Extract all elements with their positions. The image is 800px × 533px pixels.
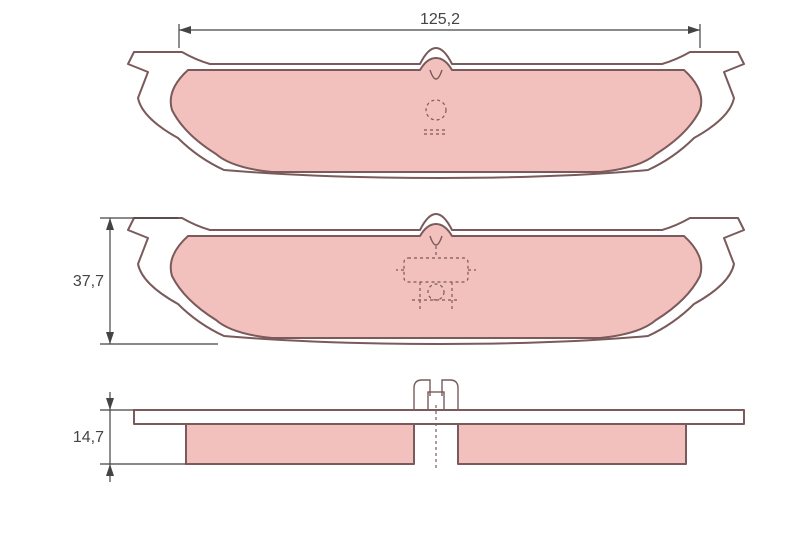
dim-thickness-label: 14,7	[73, 429, 104, 446]
dim-height-label: 37,7	[73, 273, 104, 290]
brake-pad-middle	[128, 214, 744, 344]
brake-pad-side-profile	[134, 380, 744, 470]
brake-pad-drawing: 125,2 37,	[0, 0, 800, 533]
dim-width: 125,2	[179, 11, 700, 48]
dim-width-label: 125,2	[420, 11, 460, 28]
dim-thickness: 14,7	[73, 392, 186, 482]
brake-pad-top	[128, 48, 744, 178]
